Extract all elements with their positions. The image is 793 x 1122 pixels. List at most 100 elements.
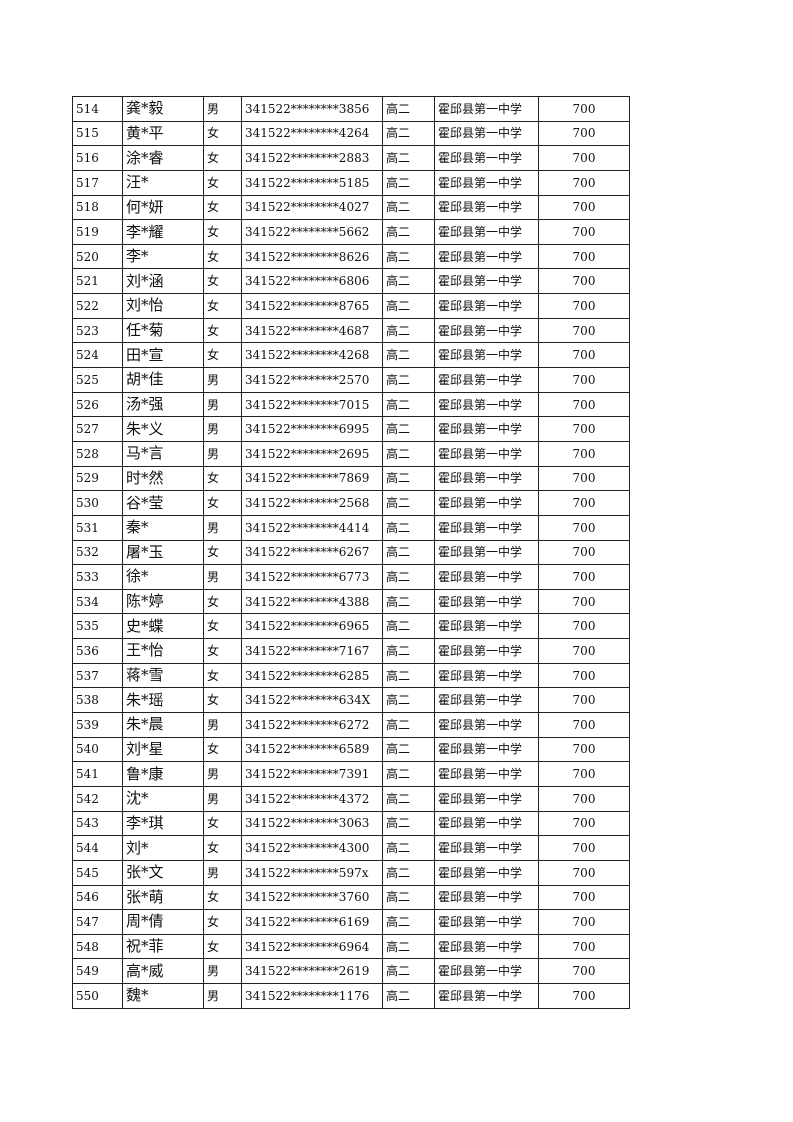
cell-no: 523 bbox=[72, 317, 123, 344]
cell-no: 517 bbox=[72, 169, 123, 196]
cell-grade: 高二 bbox=[382, 219, 435, 245]
cell-id-number: 341522********6806 bbox=[241, 268, 383, 295]
cell-amount: 700 bbox=[538, 96, 630, 122]
cell-name: 朱*晨 bbox=[122, 712, 204, 738]
cell-grade: 高二 bbox=[382, 958, 435, 985]
cell-amount: 700 bbox=[538, 884, 630, 911]
cell-amount: 700 bbox=[538, 490, 630, 516]
table-row: 534 陈*婷女 341522********4388 高二 霍邱县第一中学 700 bbox=[72, 588, 630, 615]
cell-name: 汪* bbox=[122, 169, 204, 196]
cell-amount: 700 bbox=[538, 120, 630, 147]
cell-amount: 700 bbox=[538, 465, 630, 492]
table-row: 531 秦* 男 341522********4414 高二 霍邱县第一中学 700 bbox=[72, 514, 630, 541]
table-row: 529 时*然女 341522********7869 高二 霍邱县第一中学 700 bbox=[72, 465, 630, 492]
cell-name: 朱*义 bbox=[122, 416, 204, 442]
cell-id-number: 341522********2568 bbox=[241, 490, 383, 516]
cell-gender: 女 bbox=[203, 613, 242, 640]
cell-school: 霍邱县第一中学 bbox=[434, 342, 539, 369]
cell-name: 蒋*雪 bbox=[122, 662, 204, 689]
cell-school: 霍邱县第一中学 bbox=[434, 810, 539, 837]
cell-school: 霍邱县第一中学 bbox=[434, 983, 539, 1009]
cell-grade: 高二 bbox=[382, 169, 435, 196]
cell-school: 霍邱县第一中学 bbox=[434, 514, 539, 541]
table-row: 549 高*威男 341522********2619 高二 霍邱县第一中学 700 bbox=[72, 958, 630, 985]
cell-no: 547 bbox=[72, 909, 123, 935]
cell-amount: 700 bbox=[538, 958, 630, 985]
cell-grade: 高二 bbox=[382, 662, 435, 689]
cell-id-number: 341522********6965 bbox=[241, 613, 383, 640]
cell-gender: 女 bbox=[203, 662, 242, 689]
cell-no: 540 bbox=[72, 736, 123, 763]
table-row: 519 李*耀女 341522********5662 高二 霍邱县第一中学 700 bbox=[72, 219, 630, 245]
cell-grade: 高二 bbox=[382, 120, 435, 147]
cell-grade: 高二 bbox=[382, 293, 435, 319]
cell-grade: 高二 bbox=[382, 736, 435, 763]
cell-grade: 高二 bbox=[382, 391, 435, 418]
cell-school: 霍邱县第一中学 bbox=[434, 440, 539, 467]
cell-gender: 女 bbox=[203, 194, 242, 221]
cell-grade: 高二 bbox=[382, 440, 435, 467]
cell-no: 541 bbox=[72, 761, 123, 787]
cell-name: 鲁*康 bbox=[122, 761, 204, 787]
cell-gender: 女 bbox=[203, 145, 242, 171]
table-row: 546 张*萌女 341522********3760 高二 霍邱县第一中学 700 bbox=[72, 884, 630, 911]
cell-school: 霍邱县第一中学 bbox=[434, 243, 539, 270]
table-body: 514 龚*毅男 341522********3856 高二 霍邱县第一中学 700 515… bbox=[72, 96, 630, 1009]
cell-no: 515 bbox=[72, 120, 123, 147]
cell-school: 霍邱县第一中学 bbox=[434, 145, 539, 171]
cell-amount: 700 bbox=[538, 909, 630, 935]
cell-amount: 700 bbox=[538, 588, 630, 615]
cell-name: 田*宣 bbox=[122, 342, 204, 369]
cell-name: 徐* bbox=[122, 564, 204, 590]
cell-grade: 高二 bbox=[382, 761, 435, 787]
cell-school: 霍邱县第一中学 bbox=[434, 613, 539, 640]
cell-school: 霍邱县第一中学 bbox=[434, 785, 539, 812]
cell-amount: 700 bbox=[538, 145, 630, 171]
cell-amount: 700 bbox=[538, 712, 630, 738]
cell-amount: 700 bbox=[538, 564, 630, 590]
cell-gender: 男 bbox=[203, 367, 242, 393]
table-row: 520 李* 女 341522********8626 高二 霍邱县第一中学 700 bbox=[72, 243, 630, 270]
cell-no: 531 bbox=[72, 514, 123, 541]
cell-id-number: 341522********634X bbox=[241, 687, 383, 714]
cell-amount: 700 bbox=[538, 367, 630, 393]
cell-id-number: 341522********2695 bbox=[241, 440, 383, 467]
cell-school: 霍邱县第一中学 bbox=[434, 909, 539, 935]
cell-name: 何*妍 bbox=[122, 194, 204, 221]
cell-grade: 高二 bbox=[382, 243, 435, 270]
cell-gender: 女 bbox=[203, 835, 242, 861]
cell-no: 528 bbox=[72, 440, 123, 467]
cell-no: 549 bbox=[72, 958, 123, 985]
cell-school: 霍邱县第一中学 bbox=[434, 317, 539, 344]
cell-name: 张*萌 bbox=[122, 884, 204, 911]
cell-school: 霍邱县第一中学 bbox=[434, 588, 539, 615]
table-row: 544 刘* 女 341522********4300 高二 霍邱县第一中学 700 bbox=[72, 835, 630, 861]
cell-grade: 高二 bbox=[382, 859, 435, 886]
cell-no: 514 bbox=[72, 96, 123, 122]
cell-id-number: 341522********6285 bbox=[241, 662, 383, 689]
table-row: 516 涂*睿女 341522********2883 高二 霍邱县第一中学 700 bbox=[72, 145, 630, 171]
cell-no: 525 bbox=[72, 367, 123, 393]
cell-school: 霍邱县第一中学 bbox=[434, 293, 539, 319]
cell-name: 黄*平 bbox=[122, 120, 204, 147]
cell-id-number: 341522********7167 bbox=[241, 638, 383, 664]
cell-school: 霍邱县第一中学 bbox=[434, 391, 539, 418]
cell-name: 朱*瑶 bbox=[122, 687, 204, 714]
cell-id-number: 341522********4388 bbox=[241, 588, 383, 615]
cell-id-number: 341522********4027 bbox=[241, 194, 383, 221]
cell-amount: 700 bbox=[538, 342, 630, 369]
cell-grade: 高二 bbox=[382, 884, 435, 911]
cell-grade: 高二 bbox=[382, 416, 435, 442]
cell-no: 530 bbox=[72, 490, 123, 516]
cell-school: 霍邱县第一中学 bbox=[434, 958, 539, 985]
table-row: 536 王*怡女 341522********7167 高二 霍邱县第一中学 700 bbox=[72, 638, 630, 664]
cell-name: 任*菊 bbox=[122, 317, 204, 344]
cell-name: 陈*婷 bbox=[122, 588, 204, 615]
cell-grade: 高二 bbox=[382, 367, 435, 393]
cell-id-number: 341522********5662 bbox=[241, 219, 383, 245]
cell-grade: 高二 bbox=[382, 145, 435, 171]
cell-id-number: 341522********8765 bbox=[241, 293, 383, 319]
cell-name: 刘* bbox=[122, 835, 204, 861]
cell-school: 霍邱县第一中学 bbox=[434, 219, 539, 245]
table-row: 523 任*菊女 341522********4687 高二 霍邱县第一中学 700 bbox=[72, 317, 630, 344]
